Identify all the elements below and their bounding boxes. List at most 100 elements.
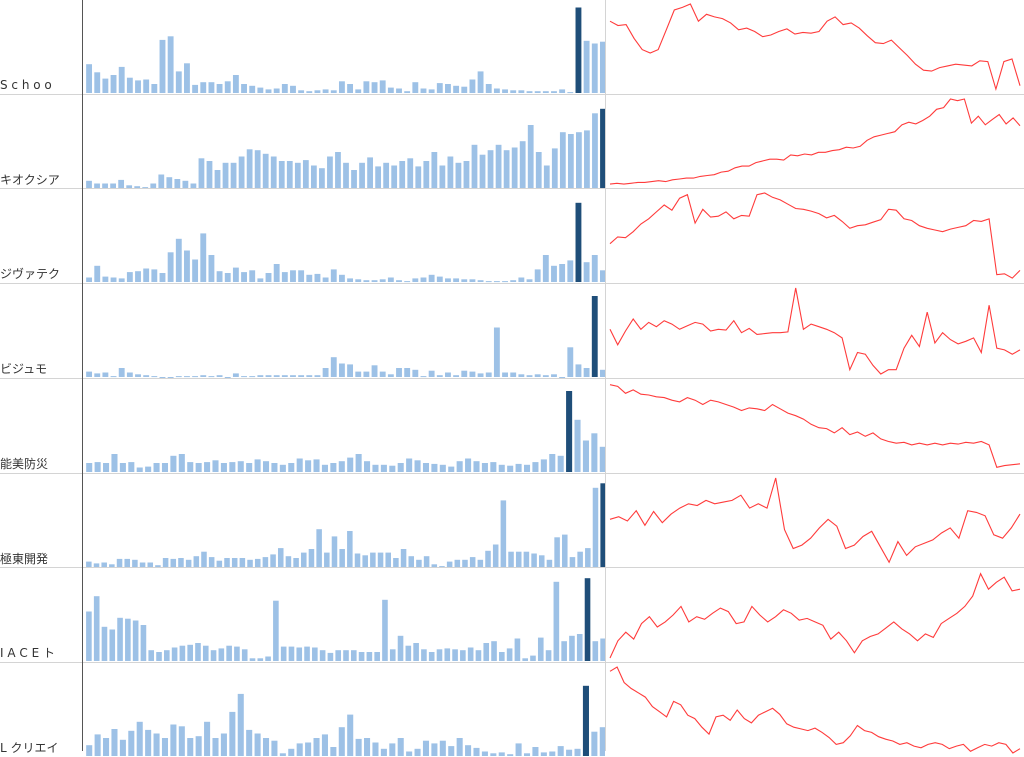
bar xyxy=(254,733,261,756)
bar xyxy=(306,274,313,282)
bar xyxy=(281,272,288,282)
bar xyxy=(351,170,357,188)
bar xyxy=(273,264,280,282)
bar xyxy=(542,91,549,93)
bar xyxy=(415,166,422,188)
bar xyxy=(469,557,476,567)
bar xyxy=(559,132,566,188)
bar xyxy=(296,647,303,661)
bar xyxy=(490,753,497,756)
bar xyxy=(210,650,217,661)
bar xyxy=(338,363,345,377)
bar xyxy=(128,730,135,756)
bar xyxy=(461,279,468,282)
bar xyxy=(514,638,521,661)
bar xyxy=(201,551,207,567)
row-label: S c h o o xyxy=(0,78,52,92)
bar xyxy=(192,259,199,282)
bar xyxy=(448,466,455,472)
bar xyxy=(178,454,185,472)
bar xyxy=(380,748,387,756)
bar xyxy=(431,564,438,567)
bar xyxy=(143,79,150,93)
bar xyxy=(324,552,330,567)
bar xyxy=(237,693,244,756)
bar xyxy=(567,347,574,377)
bar xyxy=(119,739,126,756)
bar xyxy=(290,85,296,93)
highlight-bar xyxy=(584,578,591,661)
bar xyxy=(371,365,378,377)
bar xyxy=(375,166,382,188)
bar xyxy=(278,161,285,188)
bar xyxy=(118,278,125,282)
bar xyxy=(406,751,413,756)
bar xyxy=(247,559,253,567)
bar-chart xyxy=(86,108,605,189)
bar xyxy=(444,648,451,661)
bar xyxy=(232,267,239,282)
bar xyxy=(397,738,404,756)
bar xyxy=(134,186,141,188)
bar xyxy=(167,377,174,378)
bar xyxy=(254,558,261,567)
bar xyxy=(583,368,590,377)
bar xyxy=(396,88,402,93)
bar xyxy=(380,464,387,472)
bar xyxy=(355,738,362,756)
bar xyxy=(178,558,184,567)
bar xyxy=(364,738,371,756)
bar xyxy=(549,751,556,756)
bar xyxy=(126,372,133,377)
bar xyxy=(126,272,133,282)
row-divider xyxy=(0,378,1024,379)
bar xyxy=(200,233,207,282)
bar xyxy=(420,376,427,378)
bar xyxy=(166,177,173,188)
bar xyxy=(370,552,376,567)
bar xyxy=(387,374,394,377)
bar xyxy=(159,39,166,93)
bar xyxy=(179,645,186,661)
bar xyxy=(271,740,278,756)
bar xyxy=(271,463,278,472)
bar xyxy=(321,734,328,756)
bar xyxy=(241,376,247,378)
bar xyxy=(150,183,157,188)
bar xyxy=(445,278,451,282)
bar xyxy=(293,558,299,567)
bar xyxy=(483,643,490,661)
bar xyxy=(257,658,264,661)
bar xyxy=(86,180,92,188)
bar xyxy=(377,552,384,567)
line-chart xyxy=(609,192,1021,279)
bar xyxy=(467,647,474,661)
bar xyxy=(396,280,402,282)
bar xyxy=(500,500,507,567)
bar xyxy=(273,600,279,661)
bar xyxy=(330,747,337,756)
bar xyxy=(502,372,508,377)
bar xyxy=(364,461,371,472)
highlight-bar xyxy=(600,108,605,188)
bar xyxy=(412,278,419,282)
bar xyxy=(391,165,398,188)
bar xyxy=(585,548,591,567)
bar xyxy=(540,459,547,472)
axis-divider xyxy=(82,0,83,751)
bar xyxy=(577,551,583,567)
bar xyxy=(301,552,307,567)
bar xyxy=(118,66,125,93)
bar xyxy=(559,377,566,378)
bar xyxy=(110,183,116,188)
bar xyxy=(397,635,404,661)
bar xyxy=(343,650,349,661)
line-chart xyxy=(609,477,1021,564)
bar xyxy=(502,281,508,283)
bar xyxy=(583,262,590,282)
bar xyxy=(523,753,531,756)
bar xyxy=(493,281,500,283)
bar xyxy=(239,558,246,567)
row-label: ビジュモ xyxy=(0,362,48,376)
bar xyxy=(224,81,231,93)
